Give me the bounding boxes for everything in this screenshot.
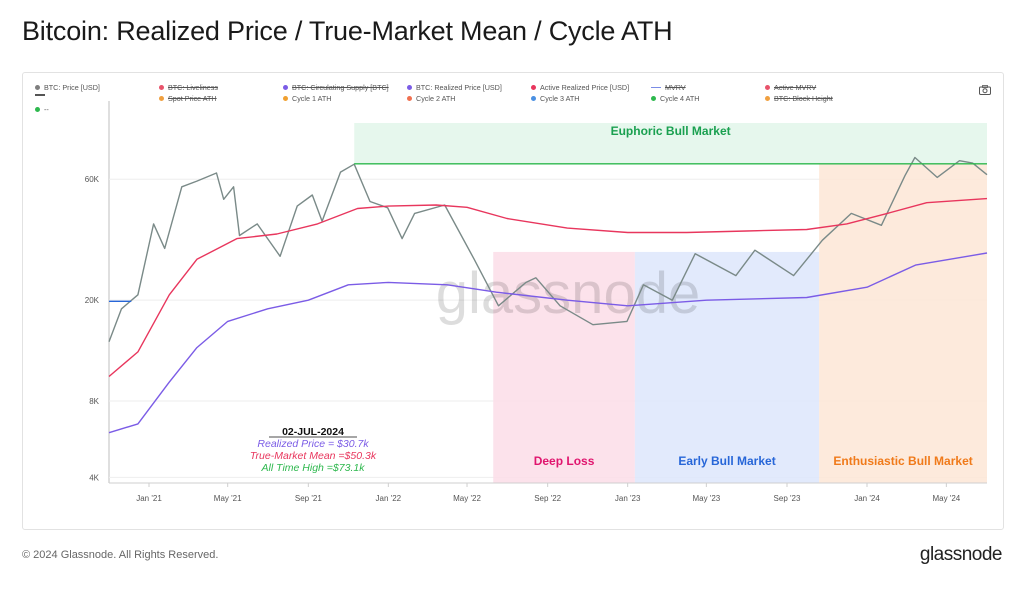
legend-label: Active Realized Price [USD] [540, 83, 630, 92]
y-tick-label: 20K [85, 296, 100, 305]
legend-item[interactable]: BTC: Realized Price [USD] [407, 83, 502, 92]
x-tick-label: Jan '24 [854, 494, 880, 503]
annotation-true_market: True-Market Mean =$50.3k [250, 450, 377, 462]
x-tick-label: May '24 [932, 494, 960, 503]
price-chart: 4K 8K 20K 60K Deep Loss Early Bull Market Enth… [85, 101, 988, 503]
legend-marker [35, 85, 40, 90]
legend-marker [765, 85, 770, 90]
y-tick-label: 8K [89, 397, 99, 406]
legend-marker [407, 85, 412, 90]
annotation-date: 02-JUL-2024 [282, 426, 344, 438]
x-tick-label: Sep '22 [534, 494, 561, 503]
legend-item[interactable]: BTC: Circulating Supply [BTC] [283, 83, 389, 92]
legend-marker [283, 96, 288, 101]
x-tick-label: May '22 [453, 494, 481, 503]
legend-marker [765, 96, 770, 101]
zone-label: Deep Loss [534, 454, 595, 468]
x-tick-label: Jan '21 [136, 494, 162, 503]
legend-marker [531, 85, 536, 90]
zone-label: Enthusiastic Bull Market [833, 454, 972, 468]
brand-logo[interactable]: glassnode [919, 544, 1003, 565]
legend-item[interactable]: -- [35, 105, 49, 114]
legend-label: BTC: Block Height [774, 94, 833, 103]
chart-legend: BTC: Price [USD] BTC: Liveliness BTC: Circ… [35, 83, 975, 117]
y-tick-label: 4K [89, 473, 99, 482]
legend-marker [531, 96, 536, 101]
series-line-realized [108, 252, 988, 434]
legend-item[interactable]: Cycle 3 ATH [531, 94, 579, 103]
legend-marker [159, 85, 164, 90]
legend-marker [651, 96, 656, 101]
legend-item[interactable]: Cycle 2 ATH [407, 94, 455, 103]
watermark: glassnode [436, 261, 700, 326]
legend-item[interactable]: BTC: Block Height [765, 94, 833, 103]
chart-panel: BTC: Price [USD] BTC: Liveliness BTC: Circ… [22, 72, 1004, 530]
zone-label: Euphoric Bull Market [611, 124, 731, 138]
legend-label: Cycle 1 ATH [292, 94, 332, 103]
zone-label: Early Bull Market [678, 454, 775, 468]
legend-label: Cycle 2 ATH [416, 94, 456, 103]
x-tick-label: Jan '23 [615, 494, 641, 503]
annotation-realized: Realized Price = $30.7k [257, 438, 369, 450]
zone-band [354, 123, 987, 164]
y-tick-label: 60K [85, 175, 100, 184]
legend-label: Spot Price ATH [168, 94, 217, 103]
legend-item[interactable]: Cycle 1 ATH [283, 94, 331, 103]
legend-label: -- [44, 105, 49, 114]
legend-item[interactable]: Spot Price ATH [159, 94, 217, 103]
x-tick-label: Sep '23 [774, 494, 801, 503]
copyright: © 2024 Glassnode. All Rights Reserved. [22, 549, 219, 561]
legend-label: BTC: Circulating Supply [BTC] [292, 83, 389, 92]
legend-label: Cycle 4 ATH [660, 94, 700, 103]
legend-marker [159, 96, 164, 101]
legend-item[interactable]: Active MVRV [765, 83, 816, 92]
legend-marker [35, 107, 40, 112]
legend-item[interactable]: Active Realized Price [USD] [531, 83, 629, 92]
legend-item[interactable]: BTC: Liveliness [159, 83, 218, 92]
legend-label: MVRV [665, 83, 686, 92]
legend-marker [407, 96, 412, 101]
legend-item[interactable]: MVRV [651, 83, 686, 92]
series-line-true_market [108, 197, 988, 378]
legend-item[interactable] [35, 94, 49, 96]
page-title: Bitcoin: Realized Price / True-Market Me… [22, 16, 673, 46]
x-tick-label: May '23 [692, 494, 720, 503]
zone-band [819, 163, 987, 483]
camera-icon[interactable] [979, 85, 991, 95]
annotation-ath: All Time High =$73.1k [261, 462, 366, 474]
legend-marker [35, 94, 45, 96]
legend-item[interactable]: BTC: Price [USD] [35, 83, 100, 92]
legend-label: BTC: Price [USD] [44, 83, 100, 92]
legend-label: BTC: Realized Price [USD] [416, 83, 502, 92]
x-tick-label: Jan '22 [376, 494, 402, 503]
legend-marker [651, 86, 661, 89]
legend-label: Cycle 3 ATH [540, 94, 580, 103]
legend-label: BTC: Liveliness [168, 83, 218, 92]
legend-item[interactable]: Cycle 4 ATH [651, 94, 699, 103]
legend-label: Active MVRV [774, 83, 817, 92]
zone-band [634, 251, 820, 483]
x-tick-label: May '21 [214, 494, 242, 503]
legend-marker [283, 85, 288, 90]
x-tick-label: Sep '21 [295, 494, 322, 503]
